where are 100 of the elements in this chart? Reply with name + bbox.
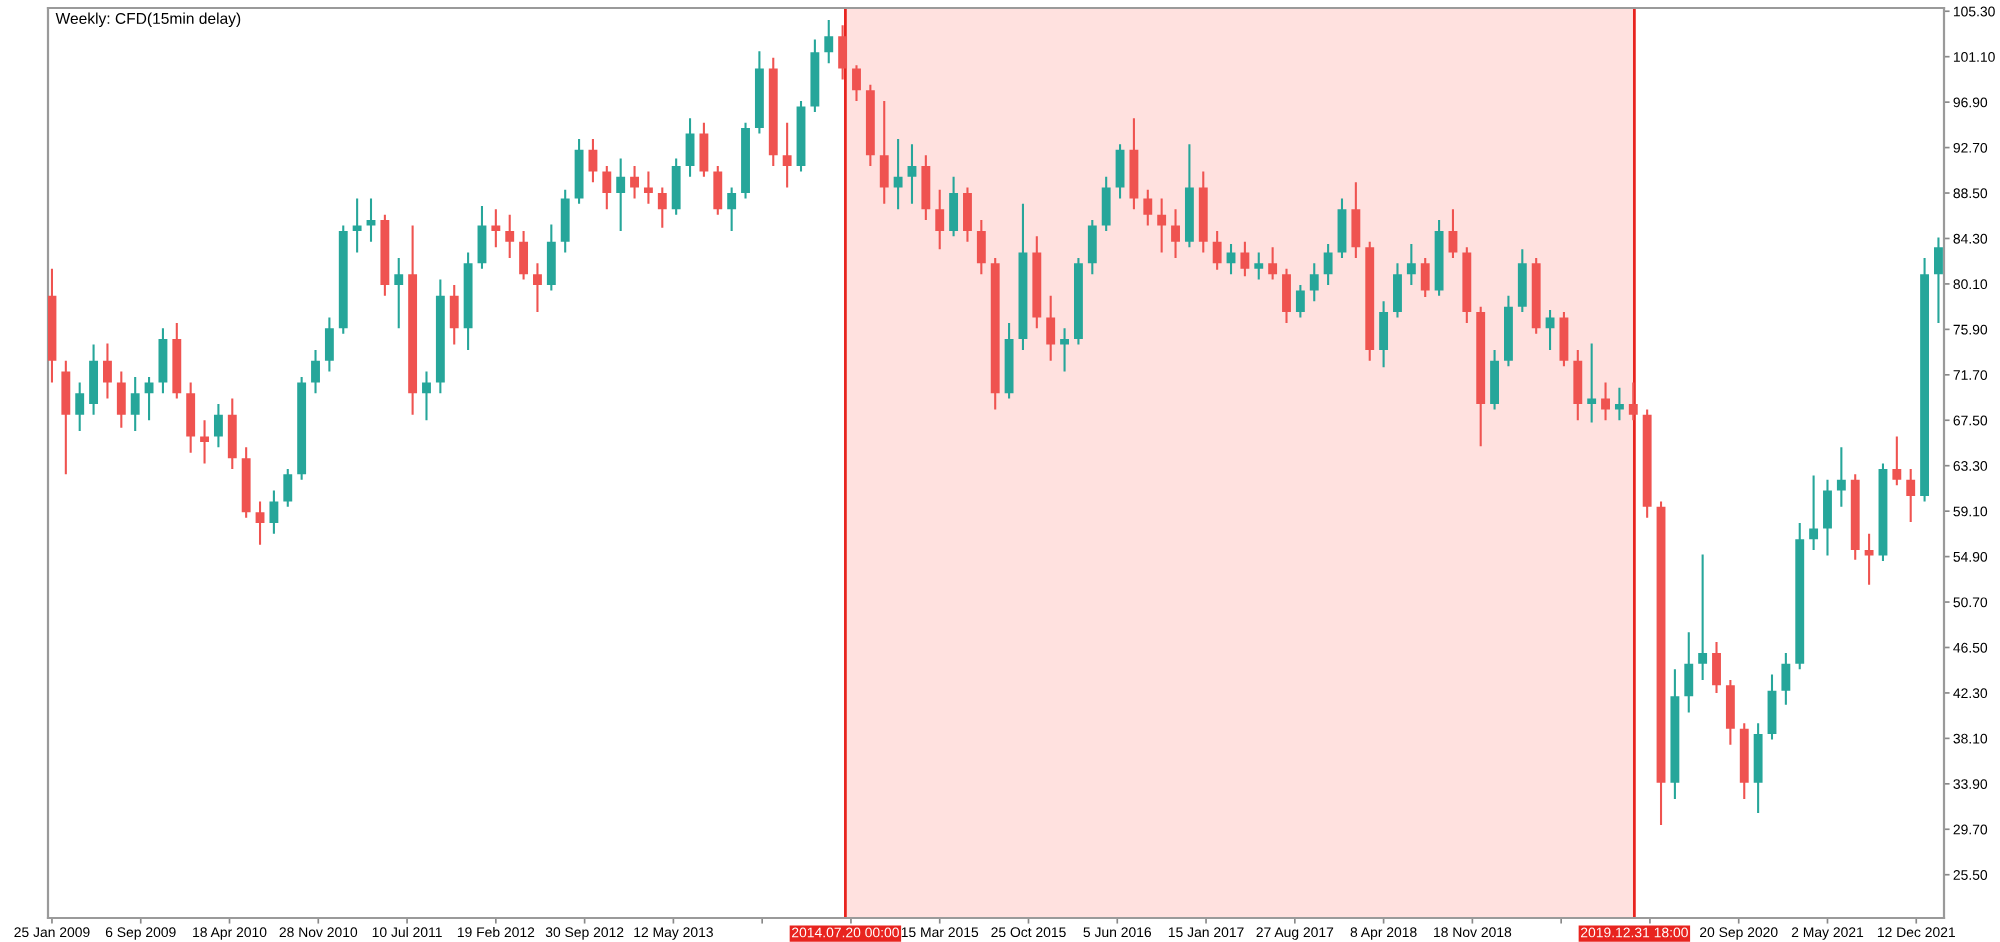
candlestick: [907, 144, 917, 204]
candlestick: [519, 230, 529, 280]
candlestick: [1406, 243, 1416, 285]
candlestick: [116, 371, 126, 428]
candlestick: [782, 122, 792, 188]
candlestick: [671, 158, 681, 215]
candlestick: [1587, 343, 1597, 423]
candlestick: [1032, 236, 1042, 329]
candlestick: [1004, 322, 1014, 399]
candlestick: [990, 257, 1000, 410]
candlestick: [602, 165, 612, 210]
candlestick: [1753, 723, 1763, 814]
candlestick: [1018, 203, 1028, 350]
candlestick: [796, 101, 806, 172]
candlestick: [754, 51, 764, 134]
candlestick: [1420, 257, 1430, 297]
candlestick: [1823, 479, 1832, 556]
candlestick: [1309, 263, 1319, 302]
candlestick: [1504, 295, 1513, 367]
candlestick: [1614, 387, 1624, 421]
candlestick: [1060, 328, 1069, 372]
candlestick: [1434, 220, 1444, 296]
candlestick: [1656, 501, 1666, 825]
candlestick: [1157, 198, 1167, 253]
candlestick: [1240, 241, 1250, 277]
candlestick: [1087, 220, 1097, 275]
candlestick: [546, 224, 556, 291]
candlestick: [852, 65, 861, 102]
candlestick: [949, 176, 959, 237]
candlestick: [879, 101, 889, 204]
candlestick: [89, 344, 99, 415]
candlestick: [1351, 182, 1361, 258]
candlestick: [1725, 679, 1735, 745]
candlestick: [921, 155, 931, 221]
candlestick: [186, 382, 196, 453]
candlestick: [1628, 382, 1638, 421]
candlestick: [144, 376, 154, 421]
candlestick: [616, 158, 626, 231]
candlestick: [768, 57, 778, 166]
candlestick: [533, 263, 542, 313]
candlestick: [241, 447, 251, 518]
candlestick: [1573, 349, 1583, 421]
candlestick: [1920, 257, 1930, 502]
candlestick: [324, 317, 334, 372]
candlestick: [1198, 171, 1208, 253]
candlestick: [491, 209, 501, 248]
candlestick: [657, 187, 667, 228]
candlestick: [1046, 295, 1056, 361]
candlestick: [1892, 436, 1902, 486]
candlestick: [1531, 257, 1541, 334]
candlestick: [1129, 118, 1139, 210]
candlestick: [1323, 243, 1333, 285]
candlestick: [1295, 285, 1305, 318]
candlestick: [1282, 268, 1291, 323]
candlestick: [935, 189, 945, 250]
candlestick: [741, 122, 750, 199]
candlestick: [158, 328, 168, 394]
candlestick: [1712, 642, 1721, 693]
candlestick: [1850, 474, 1860, 560]
candlestick: [380, 214, 390, 296]
candlestick: [1393, 263, 1402, 318]
candlestick: [1545, 309, 1555, 350]
candlestick: [227, 398, 237, 469]
candlestick: [422, 371, 431, 421]
candlestick: [1337, 198, 1347, 258]
candlestick: [297, 376, 307, 480]
candlestick: [1864, 533, 1874, 585]
candlestick: [1642, 409, 1652, 518]
candlestick: [1379, 301, 1389, 368]
candlestick: [976, 220, 986, 275]
candlestick: [255, 501, 265, 545]
candlestick: [893, 138, 903, 210]
candlestick: [685, 118, 695, 177]
candlestick: [727, 187, 737, 231]
candlestick: [865, 84, 875, 166]
candlestick: [1809, 475, 1819, 551]
candlestick: [1781, 652, 1791, 705]
candlestick: [1517, 249, 1527, 313]
candlestick: [130, 376, 140, 432]
candlestick: [1490, 349, 1500, 410]
candlestick: [61, 360, 71, 475]
candlestick: [1115, 144, 1125, 199]
candlestick: [103, 343, 112, 399]
candlestick: [630, 165, 639, 199]
candlestick: [1767, 674, 1777, 740]
candlestick: [1739, 723, 1749, 799]
candlestick: [311, 349, 320, 394]
candlestick: [1171, 209, 1180, 258]
candlestick: [560, 189, 570, 253]
candlestick: [477, 206, 487, 269]
candlestick: [1670, 669, 1680, 799]
candlestick: [408, 225, 418, 415]
candlestick: [824, 19, 834, 64]
candlestick: [505, 214, 515, 258]
candlestick: [1836, 447, 1846, 507]
candlestick: [352, 198, 362, 253]
candlestick: [1268, 247, 1278, 280]
candlestick: [963, 187, 972, 242]
candlestick: [1906, 468, 1916, 522]
candlestick: [1254, 252, 1264, 280]
